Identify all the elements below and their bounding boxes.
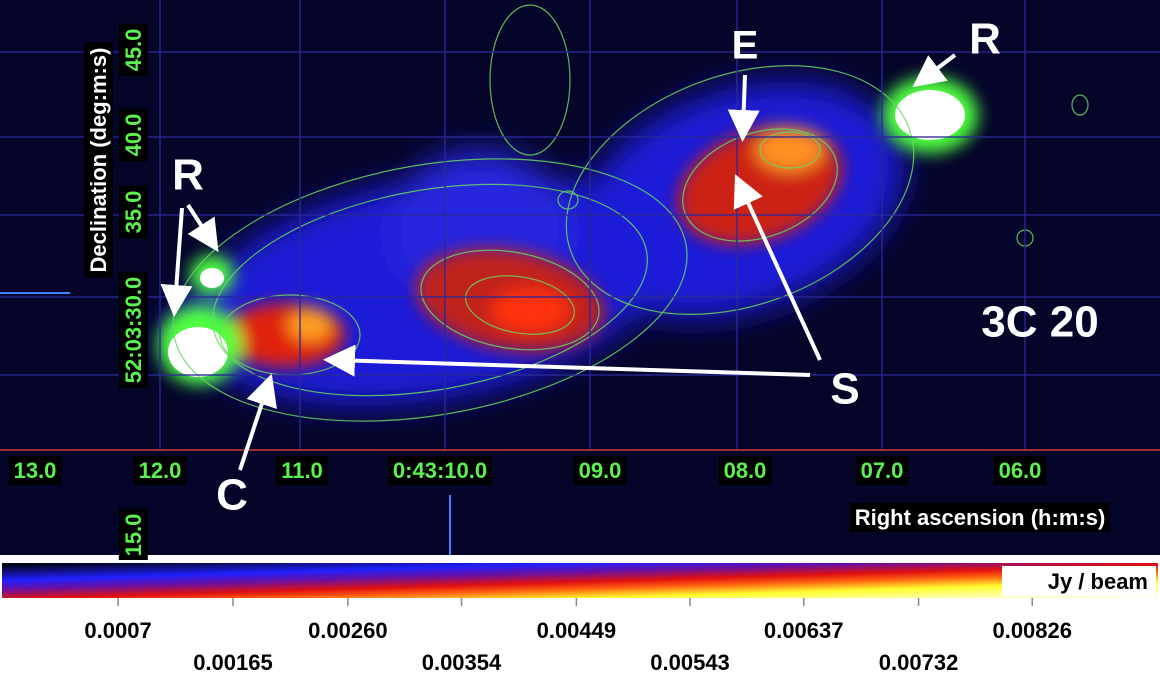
y-tick-label: 45.0 — [121, 29, 146, 72]
x-tick-label-box — [855, 455, 909, 485]
x-tick-label-box — [276, 455, 328, 485]
colorbar-tick-label: 0.0007 — [84, 618, 151, 643]
colorbar-tick-label: 0.00165 — [193, 650, 273, 675]
annotation: S — [830, 365, 859, 414]
x-tick-label-box — [387, 455, 493, 485]
y-tick-label-box — [118, 185, 148, 239]
colorbar-label-box — [1002, 566, 1156, 596]
y-tick-label: 15.0 — [121, 514, 146, 557]
colorbar-label: Jy / beam — [1048, 569, 1148, 594]
x-tick-label-box — [993, 455, 1047, 485]
x-tick-label: 07.0 — [861, 458, 904, 483]
x-axis-label: Right ascension (h:m:s) — [855, 505, 1106, 530]
y-tick-label: 35.0 — [121, 191, 146, 234]
y-axis-label: Declination (deg:m:s) — [86, 48, 111, 273]
colorbar-tick-label: 0.00260 — [308, 618, 388, 643]
colorbar — [2, 563, 1158, 598]
y-axis-label-box — [83, 42, 113, 278]
colorbar-tick-label: 0.00637 — [764, 618, 844, 643]
x-tick-label-box — [133, 455, 187, 485]
y-tick-label-box — [118, 508, 148, 562]
x-tick-label: 0:43:10.0 — [393, 458, 487, 483]
colorbar-tick-label: 0.00543 — [650, 650, 730, 675]
y-tick-label: 40.0 — [121, 114, 146, 157]
arrows — [160, 53, 957, 471]
x-tick-label-box — [718, 455, 772, 485]
colorbar-tick-label: 0.00354 — [422, 650, 502, 675]
x-tick-label: 06.0 — [999, 458, 1042, 483]
radio-map — [0, 0, 1160, 555]
x-tick-label-box — [573, 455, 627, 485]
annotation: R — [172, 151, 204, 200]
x-tick-label: 08.0 — [724, 458, 767, 483]
colorbar-tick-label: 0.00449 — [537, 618, 617, 643]
x-tick-label-box — [8, 455, 62, 485]
y-tick-label-box — [118, 271, 148, 389]
annotation: R — [969, 15, 1001, 64]
x-tick-label: 11.0 — [281, 458, 323, 483]
colorbar-tick-label: 0.00732 — [879, 650, 959, 675]
y-tick-label: 52:03:30.0 — [121, 277, 146, 383]
x-tick-label: 12.0 — [139, 458, 182, 483]
x-axis-label-box — [849, 502, 1111, 532]
annotation: C — [216, 471, 248, 520]
y-tick-label-box — [118, 108, 148, 162]
x-tick-label: 13.0 — [14, 458, 57, 483]
y-tick-label-box — [118, 23, 148, 77]
colorbar-tick-label: 0.00826 — [992, 618, 1072, 643]
annotation: E — [732, 24, 759, 68]
x-tick-label: 09.0 — [579, 458, 622, 483]
annotation: 3C 20 — [981, 298, 1098, 347]
